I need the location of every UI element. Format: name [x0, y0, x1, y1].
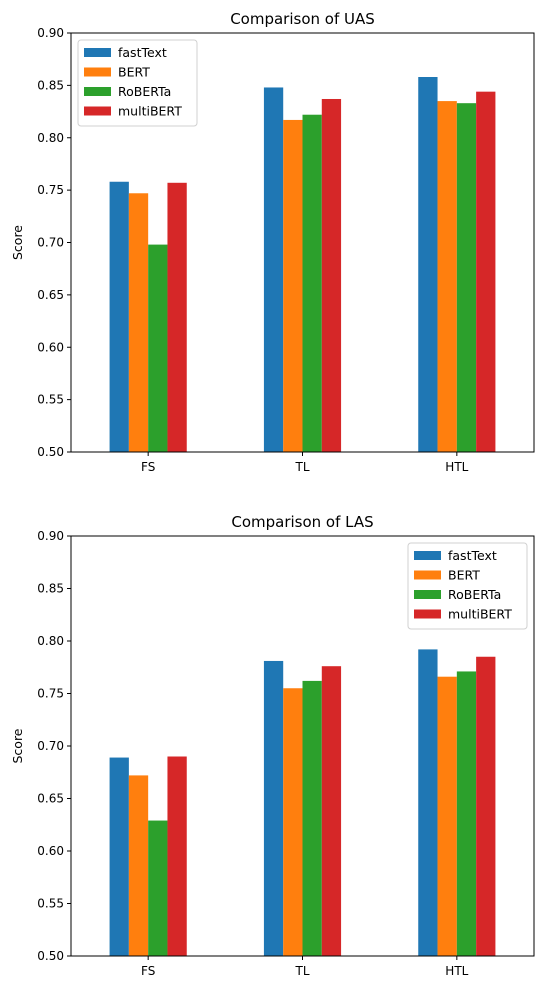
y-tick-label: 0.65 [37, 288, 64, 302]
legend-label-bert: BERT [118, 65, 150, 80]
y-tick-label: 0.75 [37, 183, 64, 197]
legend-label-roberta: RoBERTa [118, 84, 171, 99]
y-tick-label: 0.50 [37, 949, 64, 963]
legend-swatch-fasttext [414, 551, 441, 560]
y-tick-label: 0.55 [37, 393, 64, 407]
x-tick-label-htl: HTL [445, 964, 468, 978]
y-tick-label: 0.80 [37, 131, 64, 145]
bar-bert-tl [283, 688, 303, 956]
y-tick-label: 0.90 [37, 26, 64, 40]
y-axis-label: Score [10, 225, 25, 260]
legend-label-roberta: RoBERTa [448, 587, 501, 602]
bar-roberta-tl [302, 114, 322, 453]
bar-multibert-htl [476, 91, 496, 452]
y-tick-label: 0.70 [37, 236, 64, 250]
y-tick-label: 0.60 [37, 844, 64, 858]
chart-panel-1: 0.50 0.55 0.60 0.65 0.70 0.75 0.80 0.85 0.90 FS TL… [10, 10, 535, 474]
chart-panel-2: 0.50 0.55 0.60 0.65 0.70 0.75 0.80 0.85 0.90 FS TL… [10, 513, 535, 978]
bar-fasttext-tl [263, 87, 284, 452]
y-tick-label: 0.55 [37, 897, 64, 911]
bar-fasttext-tl [263, 660, 284, 956]
bar-multibert-fs [167, 182, 187, 453]
legend-frame [407, 542, 528, 630]
x-tick-label-htl: HTL [445, 460, 468, 474]
legend-label-bert: BERT [448, 568, 480, 583]
legend-label-multibert: multiBERT [448, 607, 512, 622]
y-tick-label: 0.70 [37, 739, 64, 753]
bar-bert-fs [128, 193, 149, 452]
legend-label-fasttext: fastText [448, 548, 497, 563]
bar-roberta-htl [456, 671, 477, 956]
y-tick-label: 0.50 [37, 445, 64, 459]
y-axis-label: Score [10, 728, 25, 763]
bar-fasttext-htl [418, 649, 438, 956]
bar-fasttext-fs [109, 757, 129, 956]
bar-multibert-fs [167, 756, 187, 956]
bar-bert-tl [283, 119, 303, 452]
bar-roberta-fs [148, 244, 168, 452]
x-tick-label-fs: FS [141, 964, 155, 978]
y-tick-label: 0.90 [37, 529, 64, 543]
legend-swatch-bert [414, 570, 441, 580]
bar-roberta-tl [302, 680, 322, 956]
x-tick-label-tl: TL [294, 964, 309, 978]
bar-multibert-tl [321, 666, 342, 956]
legend-frame [77, 39, 198, 127]
bar-bert-htl [437, 676, 457, 956]
bar-roberta-fs [148, 820, 168, 956]
legend-swatch-fasttext [84, 48, 111, 57]
y-tick-label: 0.60 [37, 340, 64, 354]
bar-fasttext-fs [109, 181, 129, 452]
x-tick-label-tl: TL [294, 460, 309, 474]
legend-swatch-roberta [84, 87, 111, 96]
y-tick-label: 0.85 [37, 78, 64, 92]
bar-fasttext-htl [418, 77, 438, 452]
x-tick-label-fs: FS [141, 460, 155, 474]
legend-label-fasttext: fastText [118, 45, 167, 60]
bar-multibert-htl [476, 656, 496, 956]
bar-bert-htl [437, 101, 457, 452]
bar-bert-fs [128, 775, 149, 956]
legend-swatch-multibert [84, 106, 111, 116]
bar-roberta-htl [456, 103, 477, 453]
bar-multibert-tl [321, 98, 342, 453]
chart-title: Comparison of LAS [231, 513, 373, 531]
y-tick-label: 0.75 [37, 687, 64, 701]
legend-label-multibert: multiBERT [118, 104, 182, 119]
legend-swatch-multibert [414, 609, 441, 619]
legend: fastText BERT RoBERTa multiBERT [77, 39, 198, 127]
y-tick-label: 0.85 [37, 582, 64, 596]
legend: fastText BERT RoBERTa multiBERT [407, 542, 528, 630]
y-tick-label: 0.80 [37, 634, 64, 648]
y-tick-label: 0.65 [37, 792, 64, 806]
legend-swatch-bert [84, 67, 111, 77]
chart-title: Comparison of UAS [230, 10, 375, 28]
legend-swatch-roberta [414, 590, 441, 599]
